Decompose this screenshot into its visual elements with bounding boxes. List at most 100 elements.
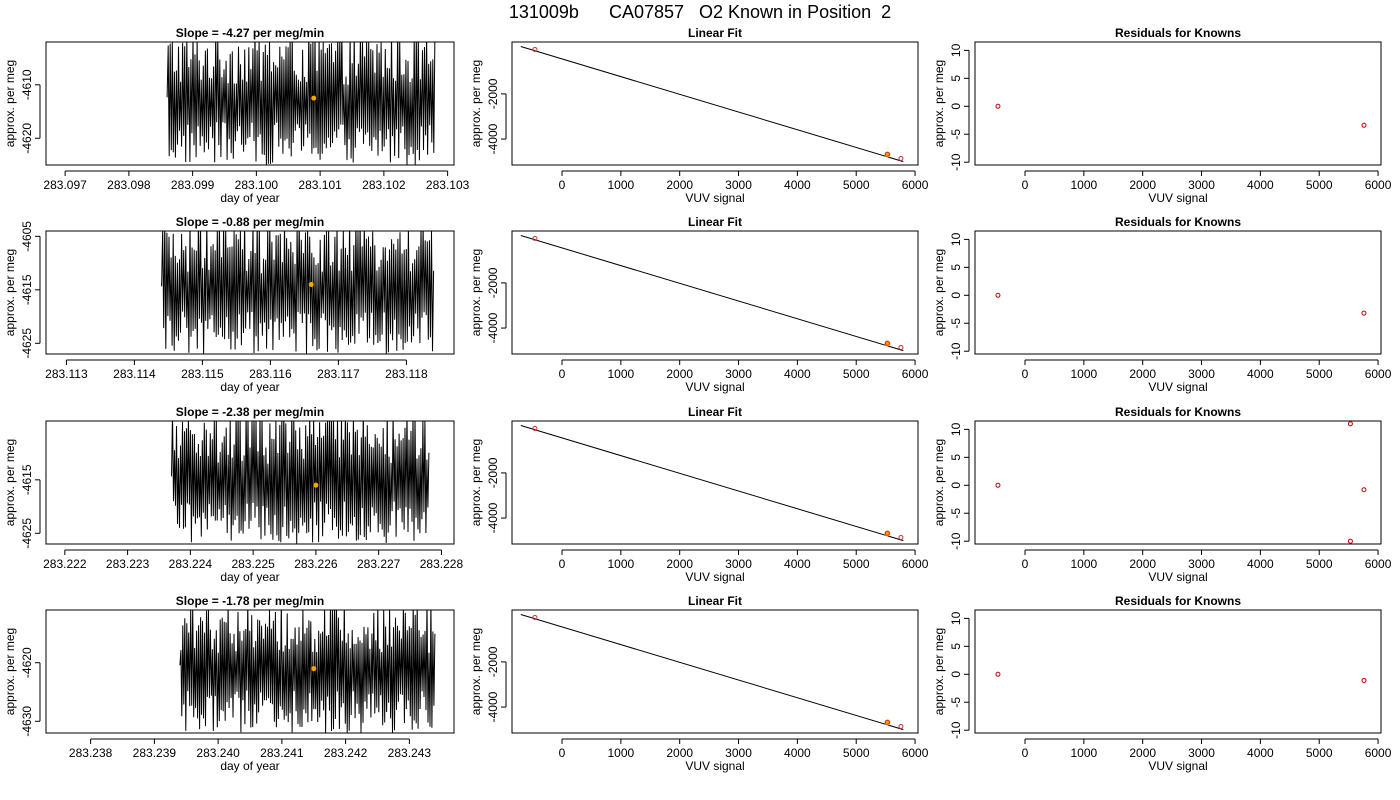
x-tick-label: 283.103 bbox=[426, 178, 470, 192]
y-tick-label: -4620 bbox=[20, 123, 34, 154]
plot-body bbox=[520, 235, 904, 352]
panel-r3-c2: Linear Fit 0 1000 2000 3000 4000 5000 6000 VUV s… bbox=[469, 405, 929, 584]
x-tick-label: 283.115 bbox=[181, 367, 224, 381]
data-point bbox=[898, 344, 904, 350]
y-tick-label: -10 bbox=[949, 532, 963, 550]
trace-line bbox=[166, 42, 436, 165]
x-tick-label: 283.101 bbox=[298, 178, 342, 192]
data-point bbox=[884, 719, 890, 725]
data-point bbox=[1361, 310, 1367, 316]
x-tick-label: 283.100 bbox=[235, 178, 279, 192]
plot-body bbox=[166, 42, 436, 165]
plot-frame bbox=[45, 420, 455, 545]
x-tick-label: 6000 bbox=[902, 746, 929, 760]
panel-title: Residuals for Knowns bbox=[1115, 594, 1241, 608]
data-point bbox=[1347, 421, 1353, 427]
x-tick-label: 6000 bbox=[1365, 367, 1392, 381]
y-tick-label: 10 bbox=[949, 611, 963, 625]
fit-line bbox=[520, 614, 904, 731]
x-tick-label: 4000 bbox=[1247, 178, 1274, 192]
y-tick-label: -4625 bbox=[20, 328, 34, 359]
plot-body bbox=[179, 610, 436, 733]
x-tick-label: 283.116 bbox=[249, 367, 292, 381]
y-tick-label: -4610 bbox=[20, 69, 34, 100]
plot-frame bbox=[511, 230, 919, 355]
y-tick-label: -4000 bbox=[486, 502, 500, 533]
x-tick-label: 283.098 bbox=[107, 178, 151, 192]
y-tick-label: 0 bbox=[949, 671, 963, 678]
x-tick-label: 1000 bbox=[1071, 746, 1098, 760]
y-tick-label: -4630 bbox=[20, 706, 34, 737]
x-axis-label: VUV signal bbox=[1148, 570, 1207, 584]
plot-frame bbox=[511, 420, 919, 545]
panel-title: Slope = -4.27 per meg/min bbox=[176, 26, 324, 40]
highlight-point bbox=[313, 482, 319, 488]
data-point bbox=[532, 425, 538, 431]
x-tick-label: 2000 bbox=[1129, 557, 1156, 571]
plot-frame bbox=[45, 609, 455, 734]
x-tick-label: 283.114 bbox=[113, 367, 156, 381]
y-tick-label: -4000 bbox=[486, 312, 500, 343]
x-tick-label: 1000 bbox=[608, 367, 635, 381]
y-axis-label: approx. per meg bbox=[469, 628, 483, 715]
x-tick-label: 1000 bbox=[1071, 367, 1098, 381]
plot-body bbox=[171, 421, 430, 544]
plot-body bbox=[995, 103, 1367, 128]
x-tick-label: 2000 bbox=[666, 178, 693, 192]
x-tick-label: 5000 bbox=[1306, 178, 1333, 192]
y-tick-label: 0 bbox=[949, 482, 963, 489]
x-tick-label: 3000 bbox=[725, 178, 752, 192]
x-tick-label: 283.243 bbox=[388, 746, 432, 760]
data-point bbox=[898, 723, 904, 729]
data-point bbox=[995, 482, 1001, 488]
x-tick-label: 283.102 bbox=[362, 178, 406, 192]
x-tick-label: 1000 bbox=[608, 557, 635, 571]
y-tick-label: 5 bbox=[949, 75, 963, 82]
panel-r4-c1: Slope = -1.78 per meg/min 283.238 283.239 2… bbox=[3, 594, 455, 773]
y-axis-label: approx. per meg bbox=[3, 60, 17, 147]
y-tick-label: -10 bbox=[949, 721, 963, 739]
y-tick-label: -5 bbox=[949, 697, 963, 708]
panel-title: Linear Fit bbox=[688, 26, 742, 40]
y-tick-label: -10 bbox=[949, 342, 963, 360]
fit-line bbox=[520, 425, 904, 542]
panel-title: Linear Fit bbox=[688, 215, 742, 229]
y-axis-label: approx. per meg bbox=[3, 249, 17, 336]
x-tick-label: 4000 bbox=[1247, 367, 1274, 381]
x-axis-label: VUV signal bbox=[1148, 191, 1207, 205]
plot-frame bbox=[974, 41, 1382, 166]
x-tick-label: 283.223 bbox=[106, 557, 150, 571]
x-tick-label: 4000 bbox=[784, 178, 811, 192]
x-tick-label: 283.097 bbox=[43, 178, 87, 192]
x-tick-label: 0 bbox=[1022, 746, 1029, 760]
data-point bbox=[1361, 122, 1367, 128]
y-tick-label: -2000 bbox=[486, 646, 500, 677]
panel-title: Residuals for Knowns bbox=[1115, 26, 1241, 40]
data-point bbox=[1361, 677, 1367, 683]
x-tick-label: 1000 bbox=[1071, 557, 1098, 571]
panel-title: Linear Fit bbox=[688, 405, 742, 419]
x-tick-label: 4000 bbox=[784, 746, 811, 760]
y-tick-label: -4605 bbox=[20, 221, 34, 252]
plot-body bbox=[520, 46, 904, 163]
plot-frame bbox=[511, 609, 919, 734]
figure-title: 131009b CA07857 O2 Known in Position 2 bbox=[508, 2, 892, 22]
y-tick-label: 5 bbox=[949, 643, 963, 650]
x-tick-label: 5000 bbox=[843, 367, 870, 381]
plot-body bbox=[520, 425, 904, 542]
y-tick-label: 10 bbox=[949, 232, 963, 246]
y-axis-label: approx. per meg bbox=[3, 439, 17, 526]
x-tick-label: 283.240 bbox=[196, 746, 240, 760]
y-tick-label: -4615 bbox=[20, 464, 34, 495]
plot-frame bbox=[974, 609, 1382, 734]
y-tick-label: -4000 bbox=[486, 123, 500, 154]
x-axis-label: day of year bbox=[220, 380, 279, 394]
fit-line bbox=[520, 46, 904, 163]
x-tick-label: 1000 bbox=[608, 746, 635, 760]
panel-r2-c1: Slope = -0.88 per meg/min 283.113 283.114 2… bbox=[3, 215, 455, 394]
y-tick-label: 5 bbox=[949, 264, 963, 271]
x-tick-label: 2000 bbox=[666, 367, 693, 381]
data-point bbox=[532, 235, 538, 241]
data-point bbox=[898, 534, 904, 540]
